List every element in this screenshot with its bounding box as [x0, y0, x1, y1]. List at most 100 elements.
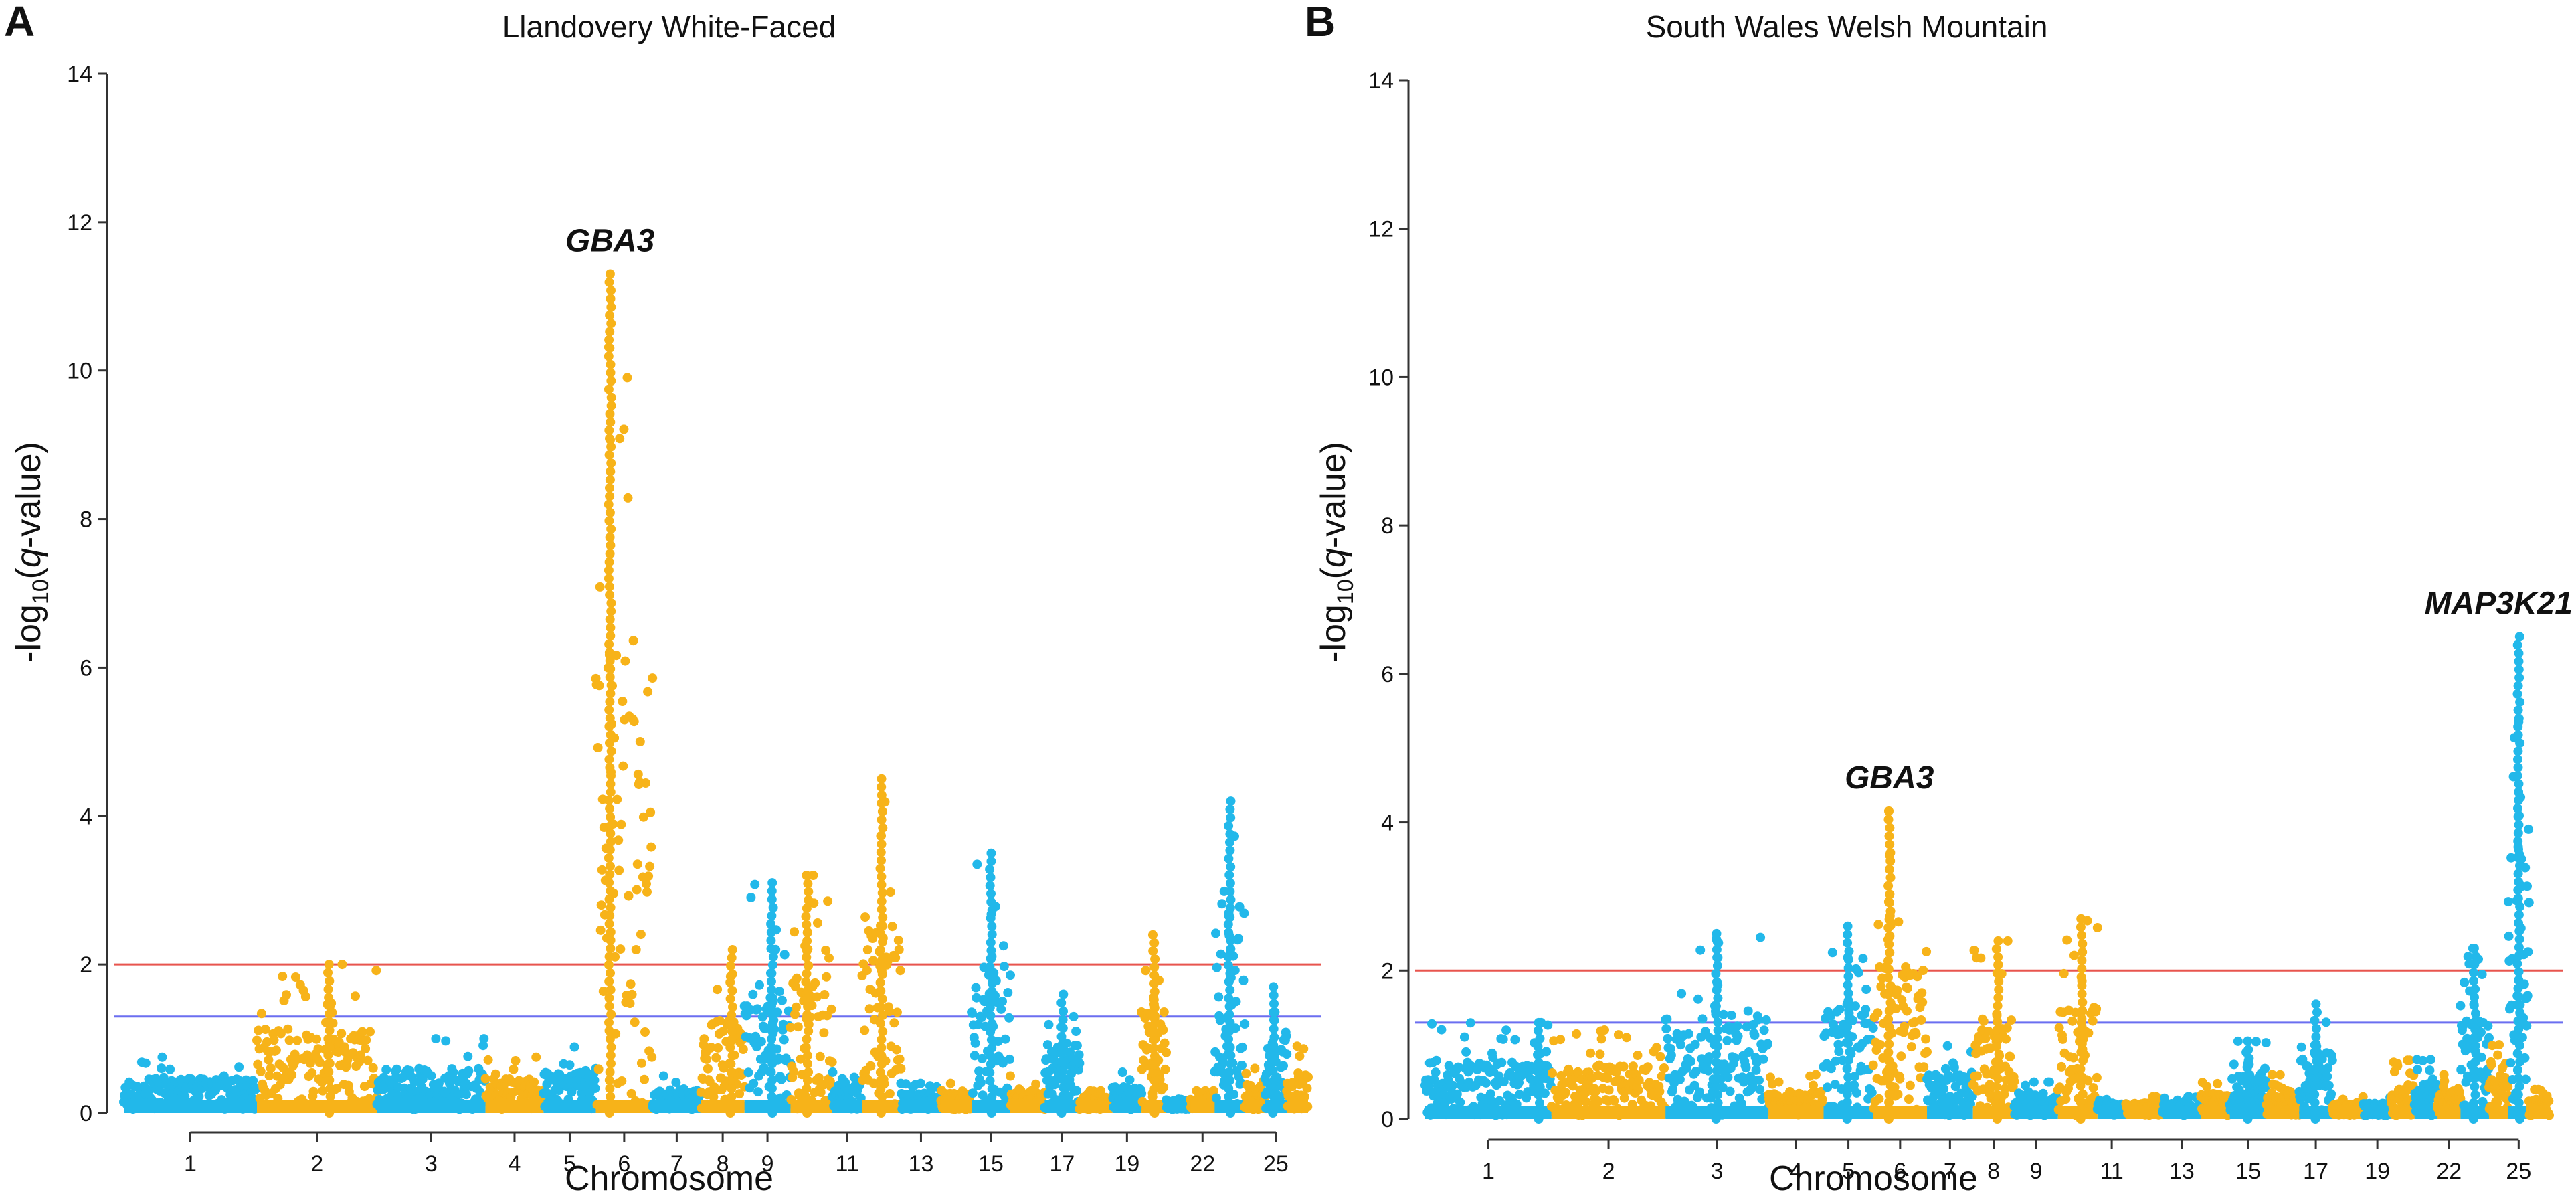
snp-point — [1613, 1030, 1623, 1040]
snp-point — [511, 1056, 521, 1065]
snp-point — [636, 930, 646, 940]
snp-point — [1269, 1015, 1279, 1025]
snp-point — [418, 1074, 428, 1084]
snp-point — [141, 1058, 151, 1068]
snp-point — [976, 1013, 986, 1023]
snp-point — [194, 1091, 204, 1101]
snp-point — [1884, 1039, 1894, 1049]
snp-point — [2067, 1016, 2078, 1026]
snp-point — [1149, 987, 1160, 997]
snp-point — [256, 1009, 266, 1019]
snp-point — [1459, 1032, 1469, 1042]
snp-point — [1884, 914, 1894, 924]
snp-point — [363, 1055, 373, 1065]
snp-point — [1223, 960, 1233, 970]
snp-point — [1883, 989, 1894, 999]
snp-point — [2470, 1057, 2480, 1067]
snp-point — [1501, 1025, 1511, 1035]
snp-point — [727, 1067, 736, 1077]
snp-point — [605, 409, 615, 419]
snp-point — [604, 647, 614, 657]
snp-point — [646, 807, 656, 817]
snp-point — [1572, 1029, 1582, 1039]
snp-point — [2523, 947, 2533, 957]
snp-point — [2469, 976, 2478, 986]
snp-point — [1149, 1035, 1159, 1045]
data-points — [119, 269, 1313, 1118]
snp-point — [605, 845, 615, 855]
snp-point — [1072, 1086, 1081, 1096]
snp-point — [2005, 1051, 2015, 1061]
snp-point — [1718, 1082, 1728, 1092]
snp-point — [605, 1034, 615, 1044]
snp-point — [1455, 1098, 1465, 1107]
snp-point — [802, 993, 812, 1003]
snp-point — [987, 1084, 997, 1094]
snp-point — [640, 1027, 650, 1037]
y-tick-label: 4 — [80, 804, 92, 829]
snp-point — [1993, 993, 2003, 1003]
snp-point — [2470, 1017, 2480, 1027]
snp-point — [324, 960, 334, 970]
snp-point — [2522, 1021, 2532, 1031]
snp-point — [1885, 997, 1896, 1007]
snp-point — [264, 1055, 274, 1065]
snp-point — [365, 1027, 375, 1037]
y-tick-label: 8 — [1381, 513, 1394, 539]
snp-point — [1725, 1086, 1735, 1096]
snp-point — [1713, 1041, 1722, 1051]
chromosome-baseline-band — [1190, 1100, 1215, 1113]
snp-point — [767, 878, 777, 888]
snp-point — [877, 839, 887, 849]
snp-point — [645, 861, 655, 871]
snp-point — [727, 1035, 737, 1045]
snp-point — [606, 302, 616, 312]
snp-point — [1992, 1009, 2002, 1019]
snp-point — [804, 960, 814, 970]
snp-point — [262, 1037, 272, 1047]
snp-point — [1498, 1034, 1508, 1044]
snp-point — [2242, 1080, 2252, 1090]
snp-point — [1226, 862, 1236, 872]
snp-point — [1059, 1006, 1068, 1016]
ylabel-q: q — [1314, 548, 1353, 568]
snp-point — [1534, 1090, 1544, 1100]
snp-point — [1216, 949, 1226, 959]
snp-point — [972, 859, 982, 869]
snp-point — [2514, 665, 2524, 675]
snp-point — [1225, 845, 1235, 855]
snp-point — [606, 541, 616, 550]
x-tick-label: 19 — [1114, 1151, 1139, 1177]
snp-point — [970, 1051, 980, 1061]
snp-point — [2515, 697, 2525, 707]
snp-point — [598, 987, 608, 996]
snp-point — [877, 855, 886, 865]
snp-point — [706, 1043, 716, 1052]
x-tick-label: 7 — [670, 1151, 683, 1177]
y-tick-label: 14 — [67, 62, 92, 87]
chromosome-baseline-band — [2460, 1106, 2490, 1119]
snp-point — [1917, 988, 1927, 998]
snp-point — [2456, 1065, 2466, 1075]
snp-point — [766, 968, 775, 978]
snp-point — [606, 730, 616, 740]
snp-point — [1918, 966, 1928, 975]
snp-point — [1885, 889, 1895, 900]
snp-point — [877, 1043, 887, 1053]
snp-point — [2077, 956, 2087, 965]
snp-point — [1225, 903, 1235, 913]
snp-point — [1883, 923, 1894, 932]
snp-point — [1754, 1075, 1764, 1085]
snp-point — [605, 327, 615, 337]
snp-point — [1883, 964, 1894, 974]
chromosome-baseline-band — [2299, 1106, 2332, 1119]
snp-point — [2244, 1053, 2254, 1063]
snp-point — [802, 1010, 812, 1020]
snp-point — [605, 343, 615, 353]
snp-point — [1058, 1023, 1068, 1033]
snp-point — [1713, 1098, 1723, 1108]
ylabel-subscript: 10 — [1333, 579, 1358, 604]
snp-point — [804, 1026, 814, 1036]
snp-point — [593, 743, 603, 752]
snp-point — [810, 978, 820, 988]
